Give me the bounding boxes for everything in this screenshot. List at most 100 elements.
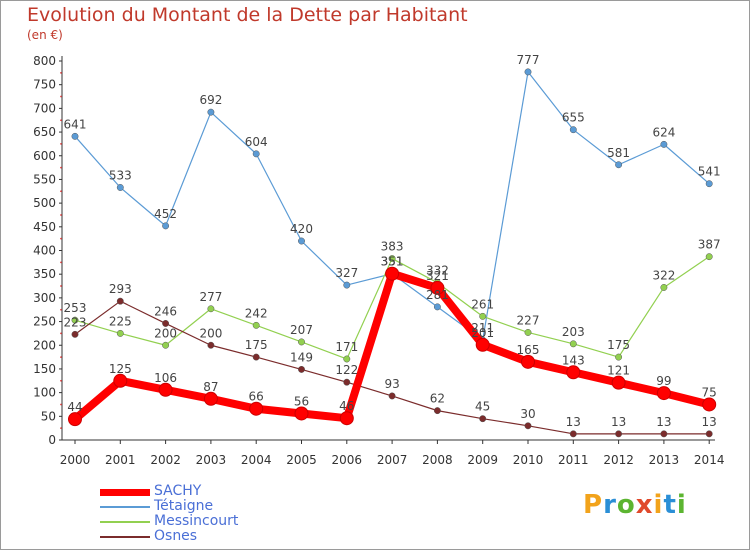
data-label: 66: [249, 390, 264, 404]
data-point: [249, 401, 264, 416]
x-tick-label: 2013: [649, 453, 680, 467]
data-label: 207: [290, 323, 313, 337]
y-minor-tick: [60, 261, 62, 264]
data-label: 106: [154, 371, 177, 385]
data-point: [524, 329, 532, 336]
legend-label-osnes: Osnes: [154, 528, 198, 544]
data-point: [566, 365, 581, 380]
chart-unit-label: (en €): [27, 28, 63, 42]
data-point: [343, 281, 351, 289]
data-label: 624: [652, 125, 675, 139]
data-point: [660, 140, 668, 148]
y-minor-tick: [60, 403, 62, 406]
data-point: [207, 108, 215, 116]
data-point: [68, 412, 82, 427]
legend-label-tetaigne: Tétaigne: [154, 498, 214, 514]
data-label: 30: [520, 407, 535, 421]
data-label: 13: [566, 415, 581, 429]
data-label: 351: [381, 255, 404, 269]
data-point: [430, 280, 445, 295]
y-tick-label: 350: [33, 267, 56, 281]
data-label: 13: [656, 415, 671, 429]
data-label: 261: [471, 297, 494, 311]
data-label: 452: [154, 207, 177, 221]
data-label: 122: [335, 363, 358, 377]
data-point: [113, 373, 128, 388]
x-tick-label: 2010: [513, 453, 544, 467]
data-label: 13: [702, 415, 717, 429]
data-label: 44: [67, 400, 82, 414]
data-point: [207, 305, 215, 313]
legend-swatch-osnes: [100, 536, 150, 538]
data-label: 227: [517, 313, 540, 327]
data-point: [479, 415, 487, 423]
data-point: [71, 316, 79, 324]
data-point: [569, 340, 577, 348]
x-tick-label: 2002: [150, 453, 181, 467]
legend-swatch-sachy: [100, 489, 150, 496]
x-tick-label: 2014: [694, 453, 725, 467]
data-point: [521, 354, 535, 369]
legend-swatch-tetaigne: [100, 506, 150, 508]
data-point: [569, 126, 577, 134]
data-label: 45: [475, 400, 490, 414]
y-minor-tick: [60, 308, 62, 311]
data-label: 293: [109, 282, 132, 296]
logo-letter: t: [663, 490, 677, 520]
logo-letter: P: [583, 490, 604, 520]
x-tick-label: 2003: [196, 453, 227, 467]
data-point: [162, 341, 170, 349]
x-tick-label: 2000: [60, 453, 91, 467]
data-point: [660, 284, 668, 291]
y-minor-tick: [60, 119, 62, 122]
data-point: [71, 330, 79, 338]
x-tick-label: 2001: [105, 453, 136, 467]
data-point: [479, 312, 487, 320]
x-tick-label: 2006: [332, 453, 363, 467]
data-label: 322: [652, 268, 675, 282]
data-point: [71, 132, 79, 140]
data-label: 246: [154, 304, 177, 318]
y-tick-label: 750: [33, 78, 56, 92]
data-label: 387: [698, 238, 721, 252]
data-label: 223: [64, 315, 87, 329]
y-minor-tick: [60, 356, 62, 358]
y-tick-label: 800: [33, 54, 56, 68]
y-minor-tick: [60, 166, 62, 169]
logo-letter: x: [635, 490, 654, 520]
y-minor-tick: [60, 143, 62, 145]
data-label: 200: [154, 326, 177, 340]
y-tick-label: 450: [33, 220, 56, 234]
data-label: 281: [426, 288, 449, 302]
data-point: [388, 392, 396, 400]
data-label: 13: [611, 415, 626, 429]
data-point: [343, 378, 351, 386]
data-point: [615, 353, 623, 361]
y-minor-tick: [60, 71, 62, 74]
data-point: [207, 341, 215, 349]
y-tick-label: 250: [33, 315, 56, 329]
data-point: [705, 253, 713, 261]
data-point: [388, 255, 396, 263]
data-label: 93: [384, 377, 399, 391]
data-label: 541: [698, 165, 721, 179]
data-point: [385, 266, 400, 281]
data-point: [524, 68, 532, 76]
data-label: 175: [607, 338, 630, 352]
data-point: [298, 237, 305, 245]
data-label: 121: [607, 364, 630, 378]
data-point: [116, 297, 124, 305]
y-minor-tick: [60, 190, 62, 193]
y-minor-tick: [60, 237, 62, 240]
data-label: 203: [562, 325, 585, 339]
y-tick-label: 500: [33, 196, 56, 210]
data-point: [475, 337, 490, 352]
data-point: [702, 397, 717, 412]
data-point: [433, 407, 441, 415]
y-minor-tick: [60, 95, 62, 98]
data-point: [569, 430, 577, 438]
data-point: [252, 353, 260, 361]
proxiti-logo: Proxiti: [583, 490, 687, 520]
